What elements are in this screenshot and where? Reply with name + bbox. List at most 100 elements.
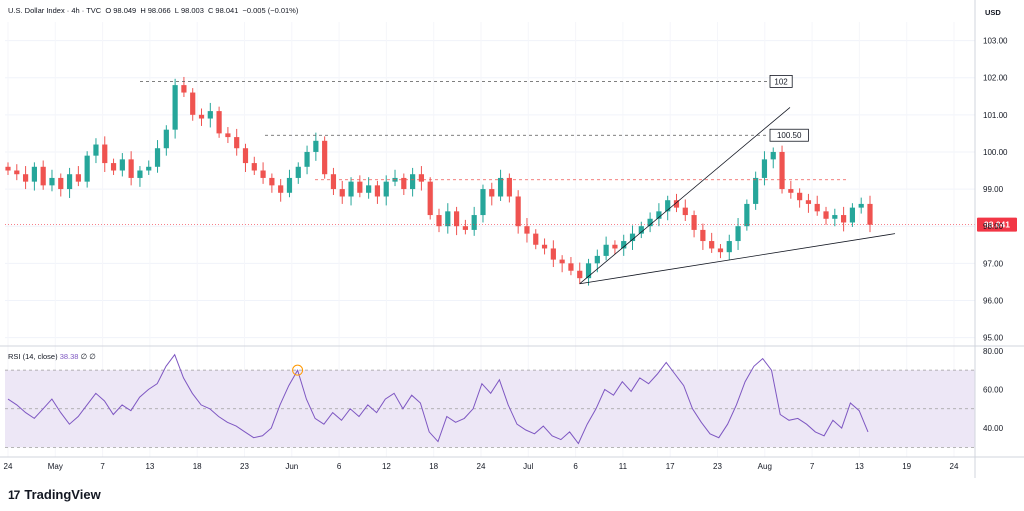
candle-body [841,215,847,223]
candle-body [22,174,29,182]
candle [744,199,750,231]
candles [5,76,873,286]
trend-lines [579,107,896,285]
candle-body [181,85,187,93]
candle-body [717,248,724,253]
candle-body [93,144,99,156]
candle [550,240,556,268]
candle-body [339,189,345,197]
candle [119,153,125,177]
price-tick-label: 100.00 [983,148,1008,157]
candle-body [594,255,600,264]
rsi-highlight-circle [292,364,304,376]
candle-body [779,151,785,190]
candle-body [753,177,759,204]
candle [753,171,759,210]
candle-body [550,248,556,260]
candle-body [832,215,838,219]
candle [348,177,354,206]
candle-body [682,207,688,216]
candle [418,166,425,191]
candle [392,169,398,187]
candle-body [471,215,477,230]
candle [427,177,433,220]
candle [717,244,724,259]
candle-body [858,203,864,208]
candle [163,125,169,156]
candle [436,208,442,233]
candle-body [559,259,565,264]
time-tick-label: 11 [619,462,628,471]
candle [629,225,636,250]
candle-body [462,226,468,230]
candle [805,193,812,213]
time-tick-label: 7 [810,462,815,471]
candle-body [330,174,337,190]
candle [814,195,820,216]
candle [339,180,345,204]
candle [181,76,187,97]
candle-body [805,200,812,204]
candle [612,240,618,255]
time-tick-label: 13 [145,462,154,471]
candle [216,106,222,138]
candle-body [700,229,706,242]
candle [471,206,477,236]
candle [14,164,20,181]
brand-name: TradingView [24,487,101,502]
candle [172,78,178,139]
candle-body [656,211,662,219]
time-tick-label: 6 [573,462,578,471]
candle [497,169,504,201]
candle-body [427,181,433,216]
candle-body [348,181,354,197]
candle-body [726,241,732,253]
candle [559,255,565,273]
candle-body [190,92,196,115]
candle [541,238,548,255]
candle [330,167,337,196]
candle [849,203,856,227]
rsi-band-fill [5,370,975,448]
candle [480,184,486,223]
candle [709,232,715,253]
candle [102,136,108,172]
candle-body [770,151,776,160]
close-label: C [208,6,214,15]
price-tick-label: 103.00 [983,37,1008,46]
candle-body [445,211,451,227]
candle-body [410,174,416,190]
candle-body [198,114,205,119]
time-tick-label: 12 [382,462,391,471]
candle [357,175,363,198]
candle [313,132,319,161]
candle-body [260,170,266,178]
candle [234,128,240,156]
candle-body [515,196,521,227]
candle [462,219,468,235]
candle [146,160,152,175]
candle [867,195,873,233]
candle-body [849,207,856,223]
candle-body [137,170,143,178]
candle-body [251,163,257,171]
candle [66,167,73,198]
candle [524,218,530,243]
open-value: 98.049 [113,6,137,15]
candle [286,169,293,198]
time-tick-label: Jul [523,462,533,471]
candle [594,249,600,273]
candle-body [797,192,803,201]
candle-body [40,166,46,186]
candle [295,162,301,184]
candle [58,173,64,197]
candle-body [295,166,301,178]
candle [797,188,803,208]
candle-body [357,181,363,193]
candle-body [585,263,592,279]
candle [638,221,644,239]
candle-body [489,189,495,197]
candle-body [735,226,741,242]
candle-body [278,185,284,193]
